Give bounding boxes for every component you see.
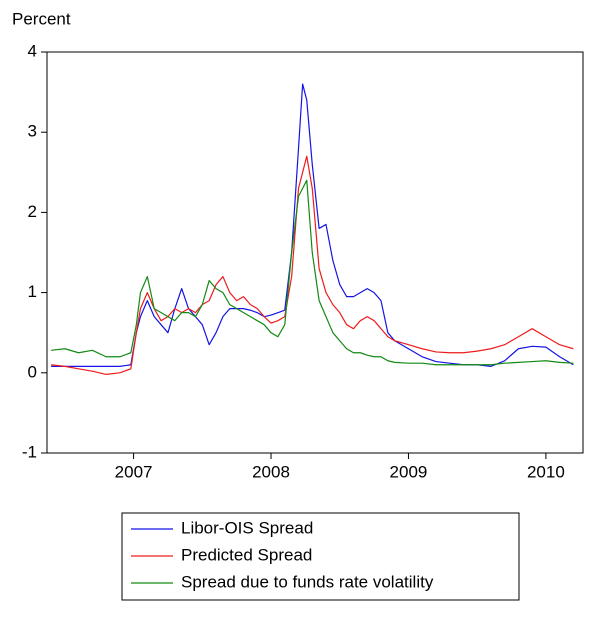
series-line <box>51 179 574 366</box>
y-tick-label: 1 <box>28 282 37 301</box>
y-tick-label: 3 <box>28 122 37 141</box>
legend-box <box>121 512 520 601</box>
y-axis-label: Percent <box>12 9 71 28</box>
x-tick-label: 2007 <box>115 462 153 481</box>
x-tick-label: 2009 <box>390 462 428 481</box>
y-tick-label: -1 <box>22 442 37 461</box>
y-tick-label: 0 <box>28 362 37 381</box>
legend-label: Libor-OIS Spread <box>181 518 313 537</box>
x-tick-label: 2008 <box>252 462 290 481</box>
plot-frame <box>46 51 584 454</box>
series-line <box>51 83 574 367</box>
x-tick-label: 2010 <box>527 462 565 481</box>
legend-label: Predicted Spread <box>181 545 312 564</box>
series-line <box>51 155 574 375</box>
legend-label: Spread due to funds rate volatility <box>181 572 434 591</box>
y-tick-label: 4 <box>28 41 37 60</box>
y-tick-label: 2 <box>28 202 37 221</box>
